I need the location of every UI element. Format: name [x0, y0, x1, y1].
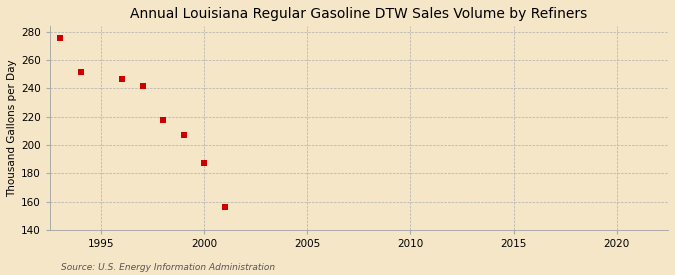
Point	[199, 161, 210, 166]
Text: Source: U.S. Energy Information Administration: Source: U.S. Energy Information Administ…	[61, 263, 275, 272]
Point	[137, 83, 148, 88]
Point	[178, 133, 189, 137]
Point	[55, 35, 65, 40]
Title: Annual Louisiana Regular Gasoline DTW Sales Volume by Refiners: Annual Louisiana Regular Gasoline DTW Sa…	[130, 7, 588, 21]
Point	[158, 117, 169, 122]
Point	[219, 205, 230, 209]
Point	[117, 76, 128, 81]
Y-axis label: Thousand Gallons per Day: Thousand Gallons per Day	[7, 59, 17, 197]
Point	[76, 69, 86, 74]
